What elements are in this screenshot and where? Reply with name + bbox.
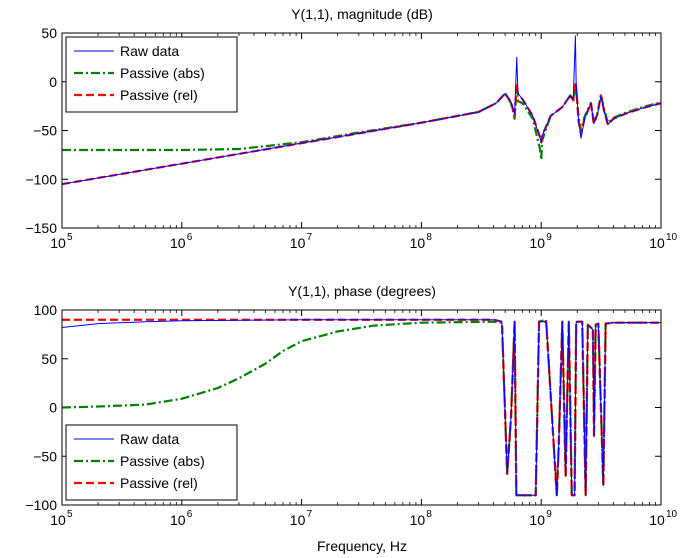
phase-legend: Raw data Passive (abs) Passive (rel) [65,424,238,501]
x-tick-label: 10 [649,235,665,251]
x-tick-label: 10 [529,235,545,251]
x-tick-label: 10 [290,512,306,528]
x-tick-label: 10 [529,512,545,528]
legend-entry: Raw data [120,43,179,59]
y-tick-label: −50 [33,123,57,139]
y-tick-label: 50 [41,351,57,367]
legend-entry: Passive (rel) [120,87,198,103]
y-tick-label: −100 [25,497,57,513]
phase-title: Y(1,1), phase (degrees) [288,283,436,299]
x-tick-label-exponent: 10 [666,232,678,243]
x-tick-label: 10 [170,235,186,251]
x-tick-label-exponent: 6 [187,509,193,520]
y-tick-label: −100 [25,171,57,187]
x-tick-label: 10 [170,512,186,528]
x-tick-label: 10 [50,235,66,251]
y-tick-label: 100 [34,302,58,318]
x-tick-label: 10 [410,235,426,251]
x-axis-label: Frequency, Hz [317,538,407,554]
legend-entry: Passive (rel) [120,475,198,491]
legend-box [65,36,238,113]
x-tick-label-exponent: 9 [546,232,552,243]
phase-axes-box [61,309,662,506]
x-tick-label: 10 [50,512,66,528]
x-tick-label: 10 [410,512,426,528]
series-line-raw-data [62,319,661,496]
y-tick-label: −50 [33,448,57,464]
x-tick-label-exponent: 10 [666,509,678,520]
phase-plot: Y(1,1), phase (degrees) 10 5 10 6 10 7 10 8 10 9 1… [25,283,677,554]
x-tick-label-exponent: 5 [67,509,73,520]
x-tick-label-exponent: 7 [307,509,313,520]
magnitude-legend: Raw data Passive (abs) Passive (rel) [65,36,238,113]
x-tick-label-exponent: 5 [67,232,73,243]
series-line-passive-abs [62,318,661,497]
legend-entry: Raw data [120,431,179,447]
magnitude-title: Y(1,1), magnitude (dB) [291,6,433,22]
y-tick-label: 0 [49,400,57,416]
x-tick-label: 10 [290,235,306,251]
y-tick-label: 0 [49,74,57,90]
legend-entry: Passive (abs) [120,453,205,469]
series-line-raw-data [62,35,661,185]
x-tick-label-exponent: 8 [426,509,432,520]
legend-box [65,424,238,501]
x-tick-label: 10 [649,512,665,528]
y-tick-label: −150 [25,220,57,236]
y-tick-label: 50 [41,25,57,41]
x-tick-label-exponent: 9 [546,509,552,520]
magnitude-axes-box [61,32,662,229]
x-tick-label-exponent: 7 [307,232,313,243]
x-tick-label-exponent: 8 [426,232,432,243]
x-tick-label-exponent: 6 [187,232,193,243]
legend-entry: Passive (abs) [120,65,205,81]
magnitude-plot: Y(1,1), magnitude (dB) 10 5 10 6 10 7 10 8 10 9 10… [25,6,677,251]
